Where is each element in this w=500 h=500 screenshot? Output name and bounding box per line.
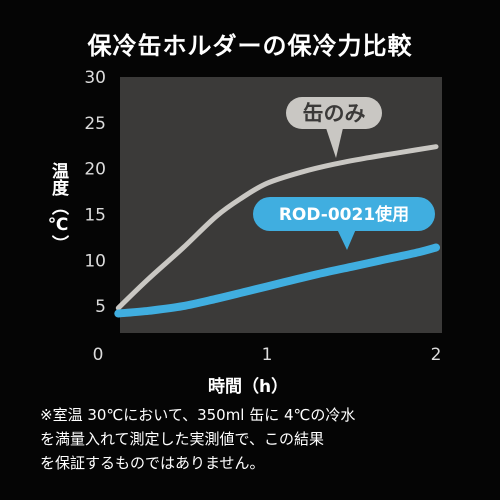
- series-label: 缶のみ: [303, 102, 366, 126]
- x-tick-label: 1: [262, 345, 273, 365]
- x-tick-labels: 0 1 2: [93, 345, 442, 365]
- y-tick-label: 20: [84, 160, 106, 180]
- y-tick-label: 15: [84, 206, 106, 226]
- chart-title: 保冷缶ホルダーの保冷力比較: [87, 32, 413, 60]
- x-tick-label: 2: [431, 345, 442, 365]
- footnote-line-1: ※室温 30℃において、350ml 缶に 4℃の冷水: [40, 406, 356, 424]
- callout-layer: 缶のみ ROD-0021使用: [253, 97, 435, 250]
- y-tick-label: 10: [84, 251, 106, 271]
- callout-rod-0021-pointer: [337, 229, 356, 250]
- footnote-line-3: を保証するものではありません。: [40, 454, 265, 472]
- y-tick-label: 30: [84, 68, 106, 88]
- callout-can-only: 缶のみ: [286, 97, 382, 158]
- footnote: ※室温 30℃において、350ml 缶に 4℃の冷水 を満量入れて測定した実測値…: [40, 403, 480, 475]
- y-tick-label: 25: [84, 114, 106, 134]
- y-axis-label-main: 温度: [48, 162, 68, 196]
- y-tick-label: 5: [95, 297, 106, 317]
- callout-rod-0021: ROD-0021使用: [253, 197, 435, 250]
- series-label: ROD-0021使用: [279, 204, 409, 225]
- y-axis-label-unit: （℃）: [48, 198, 68, 252]
- callout-rod-0021-bubble: [253, 197, 435, 231]
- y-tick-labels: 5 10 15 20 25 30: [84, 68, 106, 317]
- callout-can-only-pointer: [326, 128, 343, 158]
- callout-can-only-bubble: [286, 97, 382, 129]
- y-axis-label: 温度 （℃）: [44, 162, 72, 252]
- x-axis-label: 時間（h）: [208, 377, 289, 397]
- series-line-rod-0021: [114, 243, 440, 318]
- series-layer: [114, 144, 440, 318]
- footnote-line-2: を満量入れて測定した実測値で、この結果: [40, 430, 324, 448]
- series-line-can-only: [115, 144, 439, 311]
- x-tick-label: 0: [93, 345, 104, 365]
